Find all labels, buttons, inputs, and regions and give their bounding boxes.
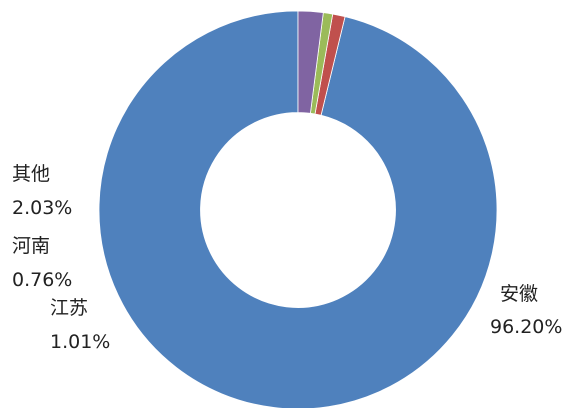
label-jiangsu-category: 江苏 bbox=[50, 297, 88, 319]
label-anhui-category: 安徽 bbox=[500, 283, 538, 305]
label-anhui-percent: 96.20% bbox=[490, 316, 562, 338]
label-henan-category: 河南 bbox=[12, 235, 50, 257]
label-jiangsu-percent: 1.01% bbox=[50, 331, 110, 353]
slice-other bbox=[297, 10, 324, 114]
label-other-category: 其他 bbox=[12, 163, 50, 185]
slice-anhui bbox=[98, 10, 498, 408]
donut-slices bbox=[98, 10, 498, 408]
label-other-percent: 2.03% bbox=[12, 197, 72, 219]
label-henan-percent: 0.76% bbox=[12, 269, 72, 291]
